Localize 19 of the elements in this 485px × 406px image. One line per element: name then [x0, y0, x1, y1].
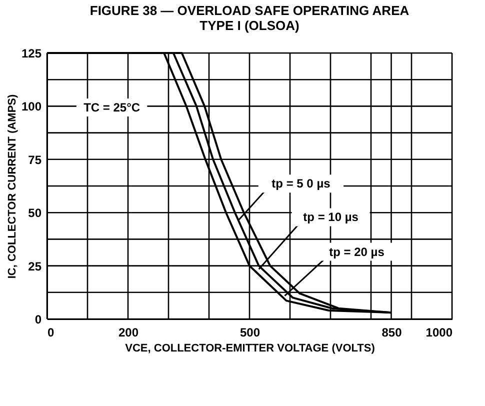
x-tick-label: 1000 [426, 326, 453, 340]
y-tick-label: 25 [28, 259, 42, 274]
x-tick-label: 500 [240, 326, 260, 340]
text: TYPE I (OLSOA) [200, 18, 300, 33]
y-tick-label: 125 [21, 46, 42, 60]
x-tick-label: 0 [48, 326, 54, 340]
y-tick-label: 0 [34, 312, 42, 326]
x-axis-title: VCE, COLLECTOR-EMITTER VOLTAGE (VOLTS) [125, 342, 376, 354]
y-tick-label: 100 [21, 100, 42, 114]
annotation: TC = 25°C [84, 100, 140, 115]
x-tick-label: 200 [118, 326, 139, 340]
annotation: tp = 20 µs [329, 244, 385, 259]
y-axis-title: IC, COLLECTOR CURRENT (AMPS) [6, 94, 18, 279]
annotation: tp = 5 0 µs [272, 176, 331, 191]
annotation: tp = 10 µs [303, 210, 359, 224]
text: FIGURE 38 — OVERLOAD SAFE OPERATING AREA [90, 3, 410, 18]
y-tick-label: 75 [28, 152, 42, 167]
y-tick-label: 50 [28, 206, 42, 220]
x-tick-label: 850 [382, 326, 402, 340]
